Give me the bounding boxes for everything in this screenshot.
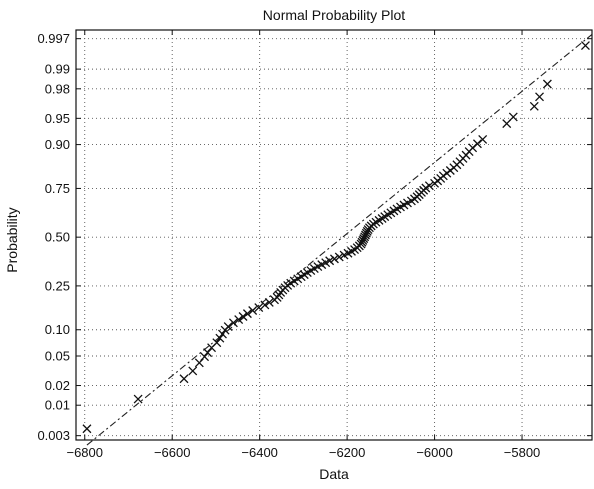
x-tick-label: −5800	[504, 445, 541, 460]
data-point-marker	[478, 134, 488, 144]
data-point-marker	[424, 181, 434, 191]
x-tick-label: −6400	[241, 445, 278, 460]
y-tick-label: 0.75	[45, 181, 70, 196]
data-point-marker	[228, 318, 238, 328]
y-tick-label: 0.997	[37, 31, 70, 46]
y-tick-label: 0.01	[45, 398, 70, 413]
data-point-marker	[238, 312, 248, 321]
y-tick-label: 0.10	[45, 322, 70, 337]
data-point-marker	[133, 394, 143, 404]
data-point-marker	[334, 252, 344, 262]
data-point-marker	[203, 348, 213, 358]
data-point-marker	[248, 306, 258, 315]
x-tick-label: −6800	[66, 445, 103, 460]
data-point-marker	[242, 309, 252, 319]
data-point-marker	[535, 92, 544, 102]
data-point-marker	[329, 254, 339, 264]
data-point-marker	[542, 79, 552, 89]
y-tick-label: 0.90	[45, 137, 70, 152]
data-point-marker	[254, 303, 264, 312]
x-tick-label: −6200	[329, 445, 366, 460]
data-point-marker	[215, 333, 225, 343]
data-point-marker	[508, 112, 518, 122]
data-point-marker	[234, 315, 244, 325]
chart-title: Normal Probability Plot	[263, 7, 405, 23]
data-point-marker	[260, 300, 270, 310]
data-point-marker	[212, 338, 222, 348]
data-point-marker	[223, 322, 233, 332]
data-point-marker	[188, 366, 198, 376]
grid	[76, 30, 592, 440]
x-tick-label: −6600	[154, 445, 191, 460]
data-point-marker	[264, 298, 274, 307]
y-tick-label: 0.003	[37, 428, 70, 443]
reference-line-layer	[86, 33, 593, 446]
y-axis-label: Probability	[4, 207, 20, 272]
data-point-marker	[200, 352, 210, 362]
reference-line	[86, 33, 593, 446]
y-tick-label: 0.50	[45, 230, 70, 245]
y-tick-label: 0.99	[45, 62, 70, 77]
data-point-marker	[580, 41, 590, 51]
y-tick-label: 0.95	[45, 111, 70, 126]
ticks: −6800 −6600 −6400 −6200 −6000 −5800 0.003 0.01 0…	[37, 30, 592, 460]
data-point-marker	[325, 256, 335, 266]
y-tick-label: 0.98	[45, 81, 70, 96]
data-point-marker	[82, 424, 92, 434]
plot-frame	[75, 29, 593, 441]
x-tick-label: −6000	[416, 445, 453, 460]
data-points	[82, 41, 590, 434]
data-point-marker	[179, 374, 189, 384]
y-tick-label: 0.02	[45, 378, 70, 393]
data-point-marker	[218, 329, 227, 339]
data-point-marker	[529, 101, 539, 111]
x-axis-label: Data	[319, 466, 349, 482]
y-tick-label: 0.25	[45, 278, 70, 293]
y-tick-label: 0.05	[45, 348, 70, 363]
